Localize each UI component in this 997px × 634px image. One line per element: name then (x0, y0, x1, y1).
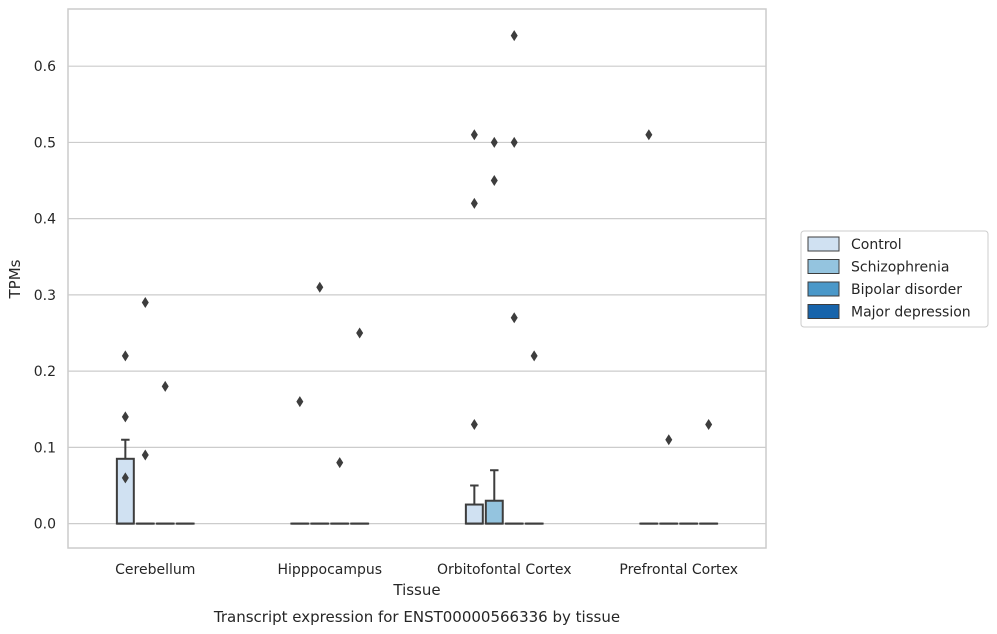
legend-swatch (807, 259, 840, 274)
outlier-point (161, 380, 169, 392)
outlier-point (665, 434, 673, 446)
legend-label: Schizophrenia (851, 260, 949, 276)
outlier-point (530, 350, 538, 362)
outlier-point (121, 472, 129, 484)
y-tick-label: 0.1 (34, 440, 56, 456)
legend-label: Major depression (851, 305, 971, 321)
outlier-point (470, 197, 478, 209)
box-iqr (484, 499, 504, 525)
y-tick-label: 0.3 (34, 288, 56, 304)
outlier-point (356, 327, 364, 339)
box (115, 438, 135, 525)
y-tick-label: 0.4 (34, 212, 56, 228)
outlier-point (316, 281, 324, 293)
box-iqr (464, 503, 484, 525)
outlier-point (510, 312, 518, 324)
x-tick-label: Cerebellum (115, 562, 195, 578)
legend: Control Schizophrenia Bipolar disorder Majo… (800, 230, 989, 328)
y-axis-title: TPMs (6, 259, 24, 299)
outlier-point (296, 396, 304, 408)
y-tick-label: 0.5 (34, 135, 56, 151)
outlier-point (490, 136, 498, 148)
grid-lines (68, 65, 766, 525)
outlier-point (510, 30, 518, 42)
outlier-point (490, 175, 498, 187)
legend-label: Bipolar disorder (851, 282, 962, 298)
outlier-points (121, 30, 713, 484)
chart-caption: Transcript expression for ENST0000056633… (213, 608, 620, 626)
legend-frame (800, 230, 989, 328)
legend-swatch (807, 281, 840, 297)
outlier-point (645, 129, 653, 141)
y-tick-label: 0.6 (34, 59, 56, 75)
y-tick-label: 0.2 (34, 364, 56, 380)
outlier-point (470, 418, 478, 430)
legend-swatch (807, 236, 840, 252)
plot-frame (67, 8, 767, 549)
outlier-point (510, 136, 518, 148)
outlier-point (470, 129, 478, 141)
legend-label: Control (851, 237, 902, 253)
x-tick-label: Orbitofontal Cortex (437, 562, 572, 578)
box-iqr (115, 457, 135, 525)
y-tick-label: 0.0 (34, 517, 56, 533)
outlier-point (336, 457, 344, 469)
legend-swatch (807, 304, 840, 319)
outlier-point (121, 350, 129, 362)
outlier-point (121, 411, 129, 423)
x-tick-label: Prefrontal Cortex (619, 562, 738, 578)
outlier-point (705, 418, 713, 430)
x-tick-labels: Cerebellum Hipppocampus Orbitofontal Corte… (115, 562, 738, 578)
x-tick-label: Hipppocampus (277, 562, 382, 578)
box (484, 469, 504, 525)
x-axis-title: Tissue (392, 581, 440, 599)
outlier-point (141, 297, 149, 309)
box-series (115, 438, 719, 525)
y-tick-labels: 0.0 0.1 0.2 0.3 0.4 0.5 0.6 (34, 59, 56, 532)
box (464, 484, 484, 525)
outlier-point (141, 449, 149, 461)
